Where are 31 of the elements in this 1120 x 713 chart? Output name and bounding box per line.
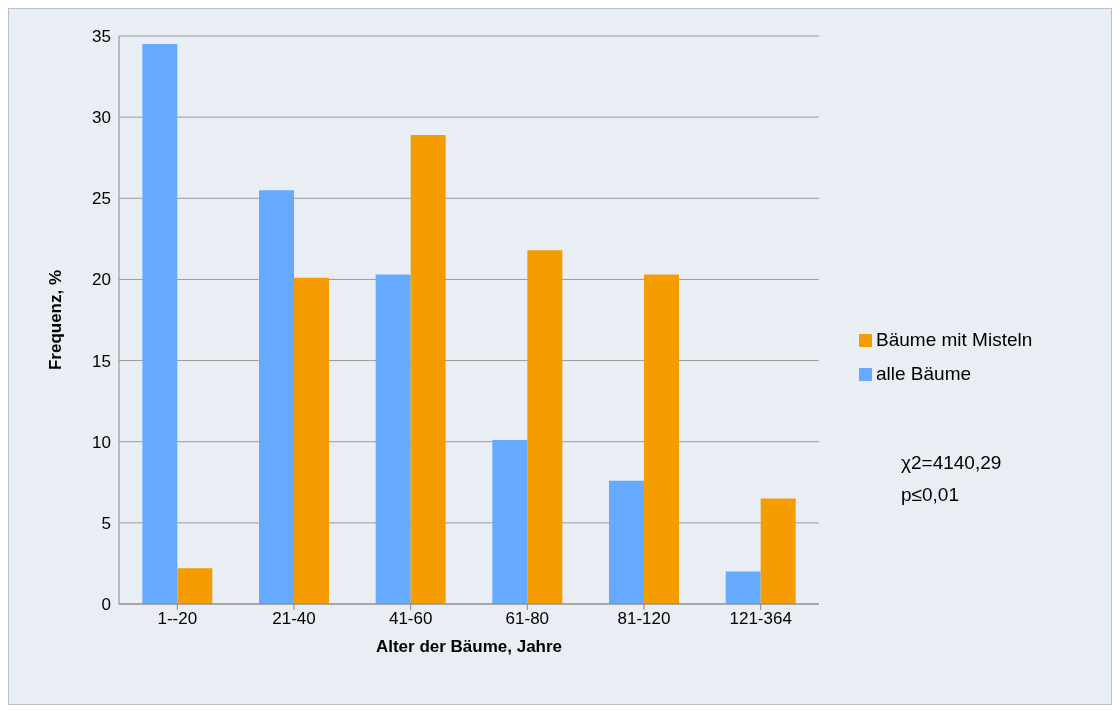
- x-tick-label: 41-60: [388, 609, 433, 629]
- y-tick-label: 30: [92, 108, 111, 128]
- x-tick-label: 1--20: [157, 609, 198, 629]
- y-tick-label: 5: [101, 513, 111, 533]
- bar: [760, 498, 796, 604]
- legend-label: alle Bäume: [876, 362, 972, 384]
- x-axis-title: Alter der Bäume, Jahre: [375, 637, 563, 656]
- x-tick-label: 61-80: [505, 609, 550, 629]
- bar: [725, 571, 761, 604]
- bar: [375, 274, 411, 604]
- y-tick-label: 0: [101, 595, 111, 615]
- bar: [142, 44, 178, 604]
- bar: [492, 440, 528, 604]
- x-tick-label: 121-364: [729, 609, 792, 629]
- bar: [294, 277, 329, 604]
- legend-label: Bäume mit Misteln: [876, 328, 1033, 350]
- bar: [177, 568, 213, 604]
- x-tick-label: 21-40: [272, 609, 316, 629]
- y-tick-label: 20: [92, 270, 111, 290]
- bar: [410, 134, 446, 604]
- text: χ2=4140,29 p≤0,01: [901, 451, 1002, 507]
- bar: [609, 480, 644, 604]
- y-tick-label: 35: [92, 27, 111, 47]
- bar: [527, 250, 563, 604]
- x-tick-label: 81-120: [617, 609, 671, 629]
- y-axis-title: Frequenz, %: [46, 269, 66, 371]
- y-tick-label: 10: [92, 432, 111, 452]
- y-tick-label: 15: [92, 351, 111, 371]
- bar: [259, 190, 294, 604]
- bar: [644, 274, 679, 604]
- y-tick-label: 25: [92, 189, 111, 209]
